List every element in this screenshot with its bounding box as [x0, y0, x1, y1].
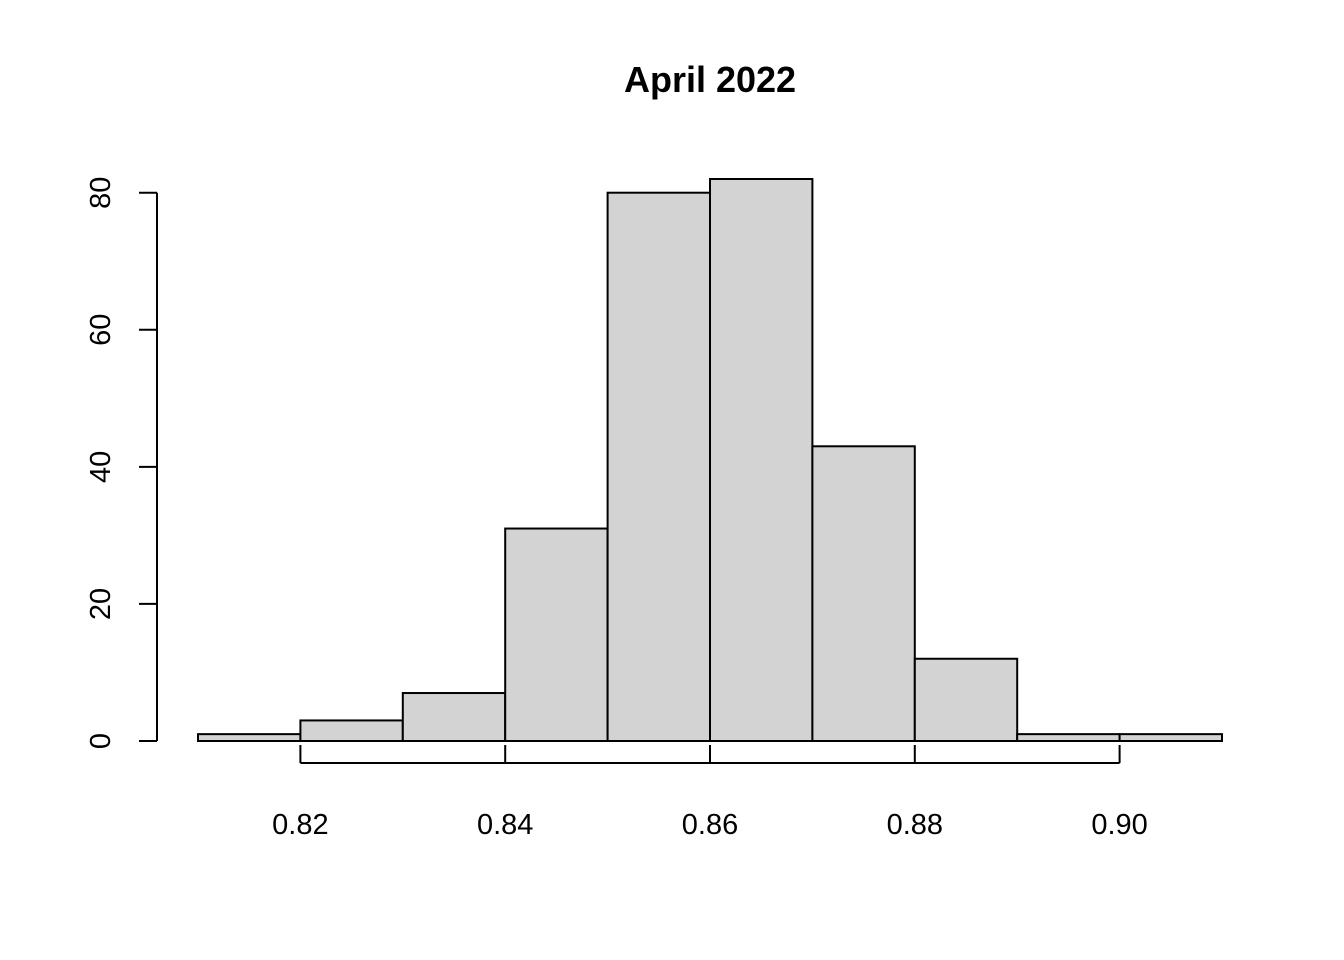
x-tick-label-1: 0.84 [477, 809, 533, 841]
histogram-bar-5 [709, 178, 814, 742]
histogram-bar-2 [401, 692, 507, 743]
histogram-bar-6 [811, 445, 916, 742]
x-tick-label-3: 0.88 [887, 809, 943, 841]
histogram-bar-3 [504, 527, 609, 742]
y-tick-label-4: 80 [85, 177, 117, 209]
y-tick-label-1: 20 [85, 588, 117, 620]
x-tick-label-0: 0.82 [272, 809, 328, 841]
histogram-bar-1 [299, 719, 404, 743]
y-tick-label-3: 60 [85, 314, 117, 346]
bars-group [197, 178, 1223, 743]
y-axis: 0 20 40 60 80 [85, 177, 158, 749]
histogram-bar-0 [197, 733, 302, 743]
histogram-bar-4 [606, 191, 711, 742]
histogram-bar-7 [913, 657, 1019, 743]
y-tick-label-0: 0 [85, 733, 117, 749]
x-tick-label-4: 0.90 [1091, 809, 1147, 841]
y-tick-label-2: 40 [85, 451, 117, 483]
histogram-bar-9 [1118, 733, 1223, 743]
x-tick-label-2: 0.86 [682, 809, 738, 841]
x-axis: 0.82 0.84 0.86 0.88 0.90 [272, 745, 1148, 841]
chart-title: April 2022 [624, 59, 796, 100]
histogram-bar-8 [1016, 733, 1121, 743]
